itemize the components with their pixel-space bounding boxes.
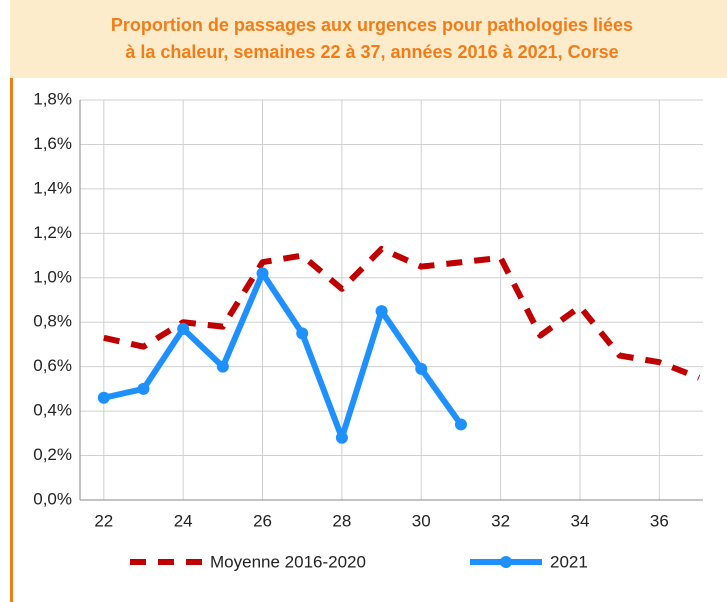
x-tick-label: 22: [94, 511, 113, 530]
x-tick-label: 24: [174, 511, 193, 530]
y-tick-label: 0,0%: [33, 489, 72, 508]
point: [375, 305, 388, 318]
y-tick-label: 0,8%: [33, 312, 72, 331]
x-tick-label: 36: [650, 511, 669, 530]
point: [216, 360, 229, 373]
point: [335, 431, 348, 444]
y-tick-label: 0,4%: [33, 401, 72, 420]
series-line: [103, 270, 464, 441]
title-box: [10, 0, 727, 78]
point: [256, 267, 269, 280]
y-tick-label: 1,6%: [33, 134, 72, 153]
point: [177, 322, 190, 335]
legend-label: Moyenne 2016-2020: [210, 552, 366, 571]
x-tick-label: 26: [253, 511, 272, 530]
legend-marker: [163, 559, 169, 565]
series-line: [103, 245, 701, 381]
x-tick-label: 32: [491, 511, 510, 530]
y-tick-label: 1,4%: [33, 178, 72, 197]
point: [415, 362, 428, 375]
x-tick-label: 34: [571, 511, 590, 530]
legend-label: 2021: [550, 552, 588, 571]
chart-title: Proportion de passages aux urgences pour…: [111, 15, 633, 35]
y-tick-label: 1,8%: [33, 89, 72, 108]
point: [454, 418, 467, 431]
left-border: [10, 78, 13, 602]
point: [296, 327, 309, 340]
chart-title: à la chaleur, semaines 22 à 37, années 2…: [125, 42, 618, 62]
y-tick-label: 0,2%: [33, 445, 72, 464]
legend-marker: [500, 556, 512, 568]
x-tick-label: 28: [332, 511, 351, 530]
y-tick-label: 1,2%: [33, 223, 72, 242]
y-tick-label: 0,6%: [33, 356, 72, 375]
y-tick-label: 1,0%: [33, 267, 72, 286]
point: [137, 382, 150, 395]
x-tick-label: 30: [412, 511, 431, 530]
point: [97, 391, 110, 404]
